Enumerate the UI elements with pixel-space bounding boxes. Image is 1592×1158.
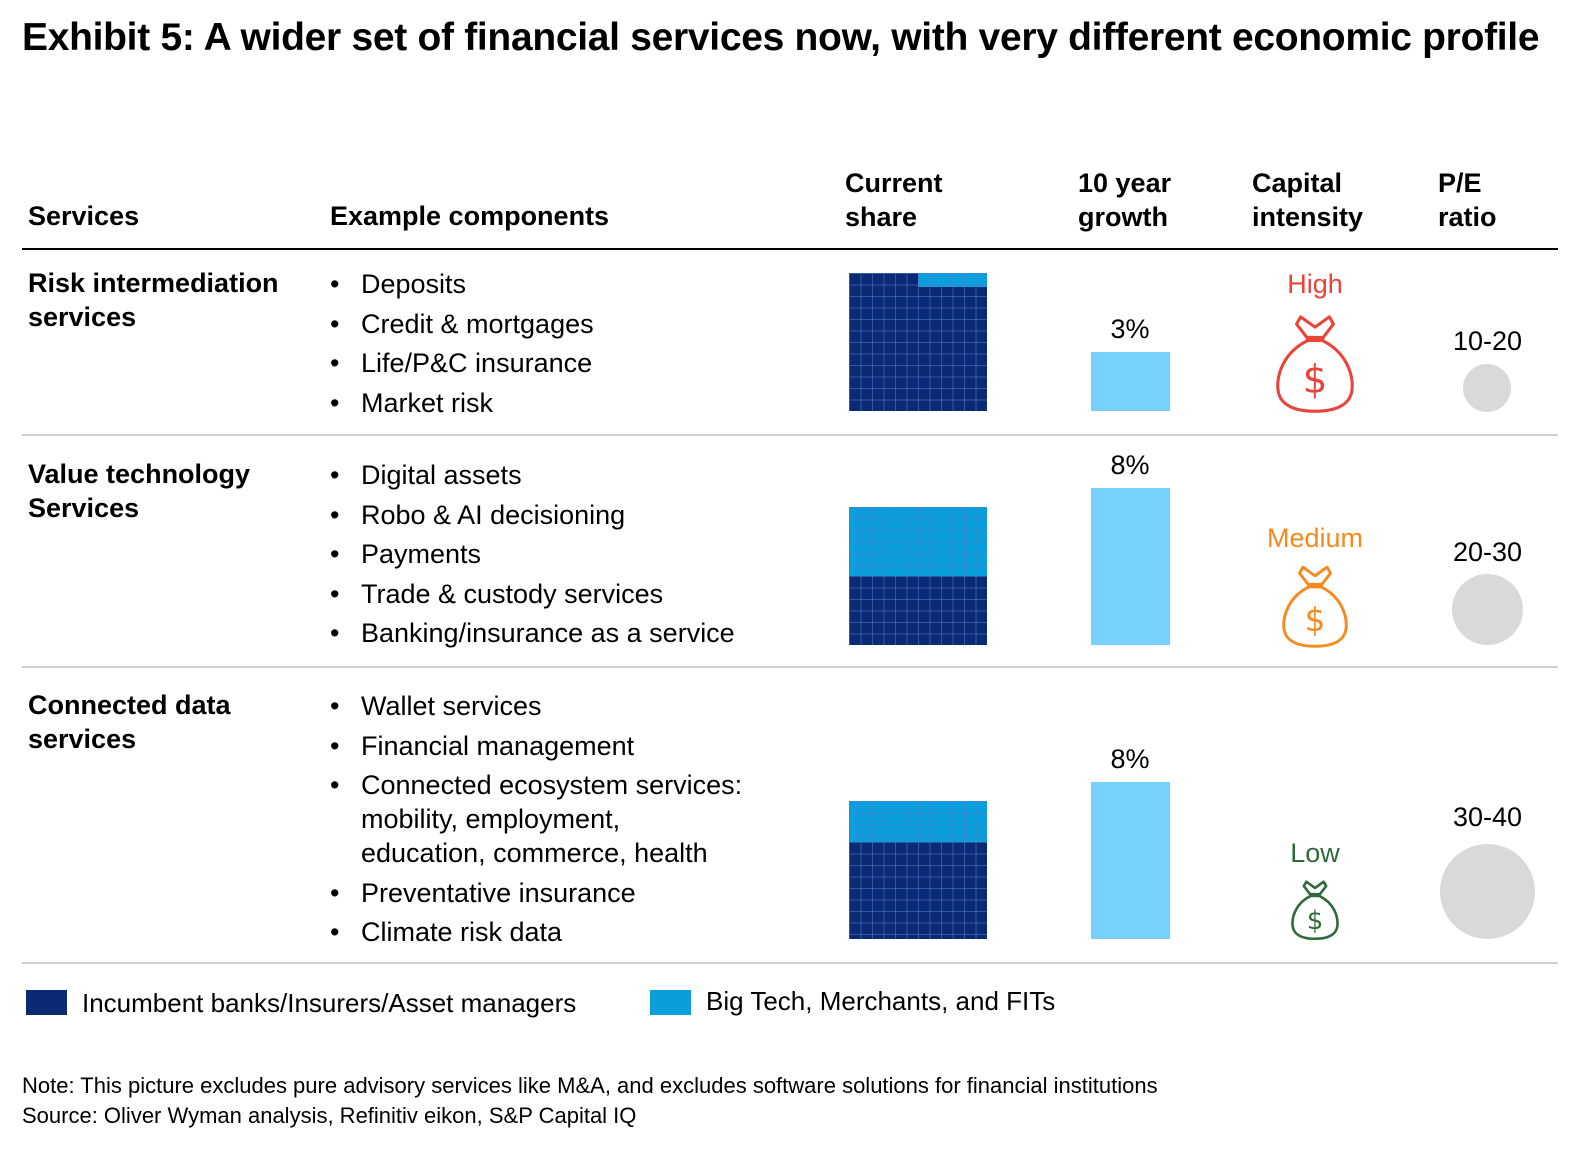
header-components-label: Example components — [330, 201, 610, 231]
footnote-note: Note: This picture excludes pure advisor… — [22, 1073, 1158, 1098]
component-list: Digital assets Robo & AI decisioning Pay… — [328, 458, 735, 656]
share-bigtech-segment — [918, 273, 987, 287]
header-services: Services — [28, 199, 139, 233]
list-item: Digital assets — [328, 458, 735, 492]
service-risk-intermediation: Risk intermediation services — [28, 266, 279, 334]
list-item: Deposits — [328, 267, 594, 301]
list-item: Payments — [328, 537, 735, 571]
header-services-label: Services — [28, 201, 140, 231]
list-item: Climate risk data — [328, 915, 742, 949]
service-name-line2: Services — [28, 493, 140, 523]
list-item: Life/P&C insurance — [328, 346, 594, 380]
service-name-line1: Connected data — [28, 690, 231, 720]
pe-ratio-label: 10-20 — [1452, 326, 1523, 356]
list-item: Market risk — [328, 386, 594, 420]
list-item-line: education, commerce, health — [361, 838, 708, 868]
list-item: Wallet services — [328, 689, 742, 723]
svg-text:$: $ — [1303, 358, 1328, 403]
service-value-technology: Value technology Services — [28, 457, 250, 525]
header-growth-line1: 10 year — [1078, 168, 1172, 198]
growth-value-label: 8% — [1110, 744, 1150, 774]
pe-ratio-circle — [1452, 574, 1523, 645]
money-bag-icon: $ — [1282, 565, 1348, 648]
header-components: Example components — [330, 199, 609, 233]
header-share-line2: share — [845, 202, 918, 232]
share-box — [849, 273, 987, 411]
growth-value-label: 3% — [1110, 314, 1150, 344]
list-item: Connected ecosystem services: mobility, … — [328, 768, 742, 870]
share-box — [849, 507, 987, 645]
pe-ratio-label: 20-30 — [1452, 537, 1523, 567]
legend-incumbent-label: Incumbent banks/Insurers/Asset managers — [82, 988, 577, 1018]
header-growth-line2: growth — [1078, 202, 1168, 232]
service-connected-data: Connected data services — [28, 688, 231, 756]
header-growth: 10 year growth — [1078, 166, 1171, 234]
header-share-line1: Current — [845, 168, 943, 198]
list-item: Robo & AI decisioning — [328, 498, 735, 532]
list-item-line: Connected ecosystem services: — [361, 770, 743, 800]
capital-intensity-label: Low — [1290, 838, 1340, 868]
header-capital-line2: intensity — [1252, 202, 1364, 232]
list-item: Preventative insurance — [328, 876, 742, 910]
header-pe-ratio: P/E ratio — [1438, 166, 1497, 234]
header-capital-intensity: Capital intensity — [1252, 166, 1363, 234]
header-current-share: Current share — [845, 166, 943, 234]
header-capital-line1: Capital — [1252, 168, 1343, 198]
money-bag-icon: $ — [1276, 315, 1354, 413]
svg-text:$: $ — [1307, 906, 1324, 936]
service-name-line2: services — [28, 302, 137, 332]
list-item: Banking/insurance as a service — [328, 616, 735, 650]
pe-ratio-label: 30-40 — [1452, 802, 1523, 832]
share-bigtech-segment — [849, 801, 987, 842]
legend-bigtech-swatch — [650, 990, 691, 1015]
svg-text:$: $ — [1305, 601, 1326, 639]
list-item: Credit & mortgages — [328, 307, 594, 341]
service-name-line1: Value technology — [28, 459, 251, 489]
header-rule — [22, 248, 1558, 250]
pe-ratio-circle — [1463, 364, 1511, 412]
service-name-line2: services — [28, 724, 137, 754]
growth-value-label: 8% — [1110, 450, 1150, 480]
legend-bigtech-label: Big Tech, Merchants, and FITs — [706, 986, 1056, 1016]
list-item-line: mobility, employment, — [361, 804, 621, 834]
header-pe-line1: P/E — [1438, 168, 1482, 198]
legend-incumbent-swatch — [26, 990, 67, 1015]
row-divider-1 — [22, 434, 1558, 436]
service-name-line1: Risk intermediation — [28, 268, 279, 298]
share-incumbent-segment — [849, 842, 987, 939]
share-incumbent-segment — [849, 576, 987, 645]
growth-bar — [1091, 352, 1170, 411]
footnote-source: Source: Oliver Wyman analysis, Refinitiv… — [22, 1103, 637, 1128]
row-divider-2 — [22, 666, 1558, 668]
growth-bar — [1091, 782, 1170, 939]
component-list: Deposits Credit & mortgages Life/P&C ins… — [328, 267, 594, 425]
share-box — [849, 801, 987, 939]
money-bag-icon: $ — [1291, 880, 1339, 940]
list-item: Trade & custody services — [328, 577, 735, 611]
list-item: Financial management — [328, 729, 742, 763]
chart-title: Exhibit 5: A wider set of financial serv… — [22, 16, 1540, 59]
capital-intensity-label: Medium — [1266, 523, 1364, 553]
row-divider-3 — [22, 962, 1558, 964]
share-incumbent-segment — [849, 273, 987, 411]
growth-bar — [1091, 488, 1170, 645]
share-bigtech-segment — [849, 507, 987, 576]
capital-intensity-label: High — [1287, 269, 1343, 299]
component-list: Wallet services Financial management Con… — [328, 689, 742, 955]
header-pe-line2: ratio — [1438, 202, 1497, 232]
pe-ratio-circle — [1440, 844, 1535, 939]
